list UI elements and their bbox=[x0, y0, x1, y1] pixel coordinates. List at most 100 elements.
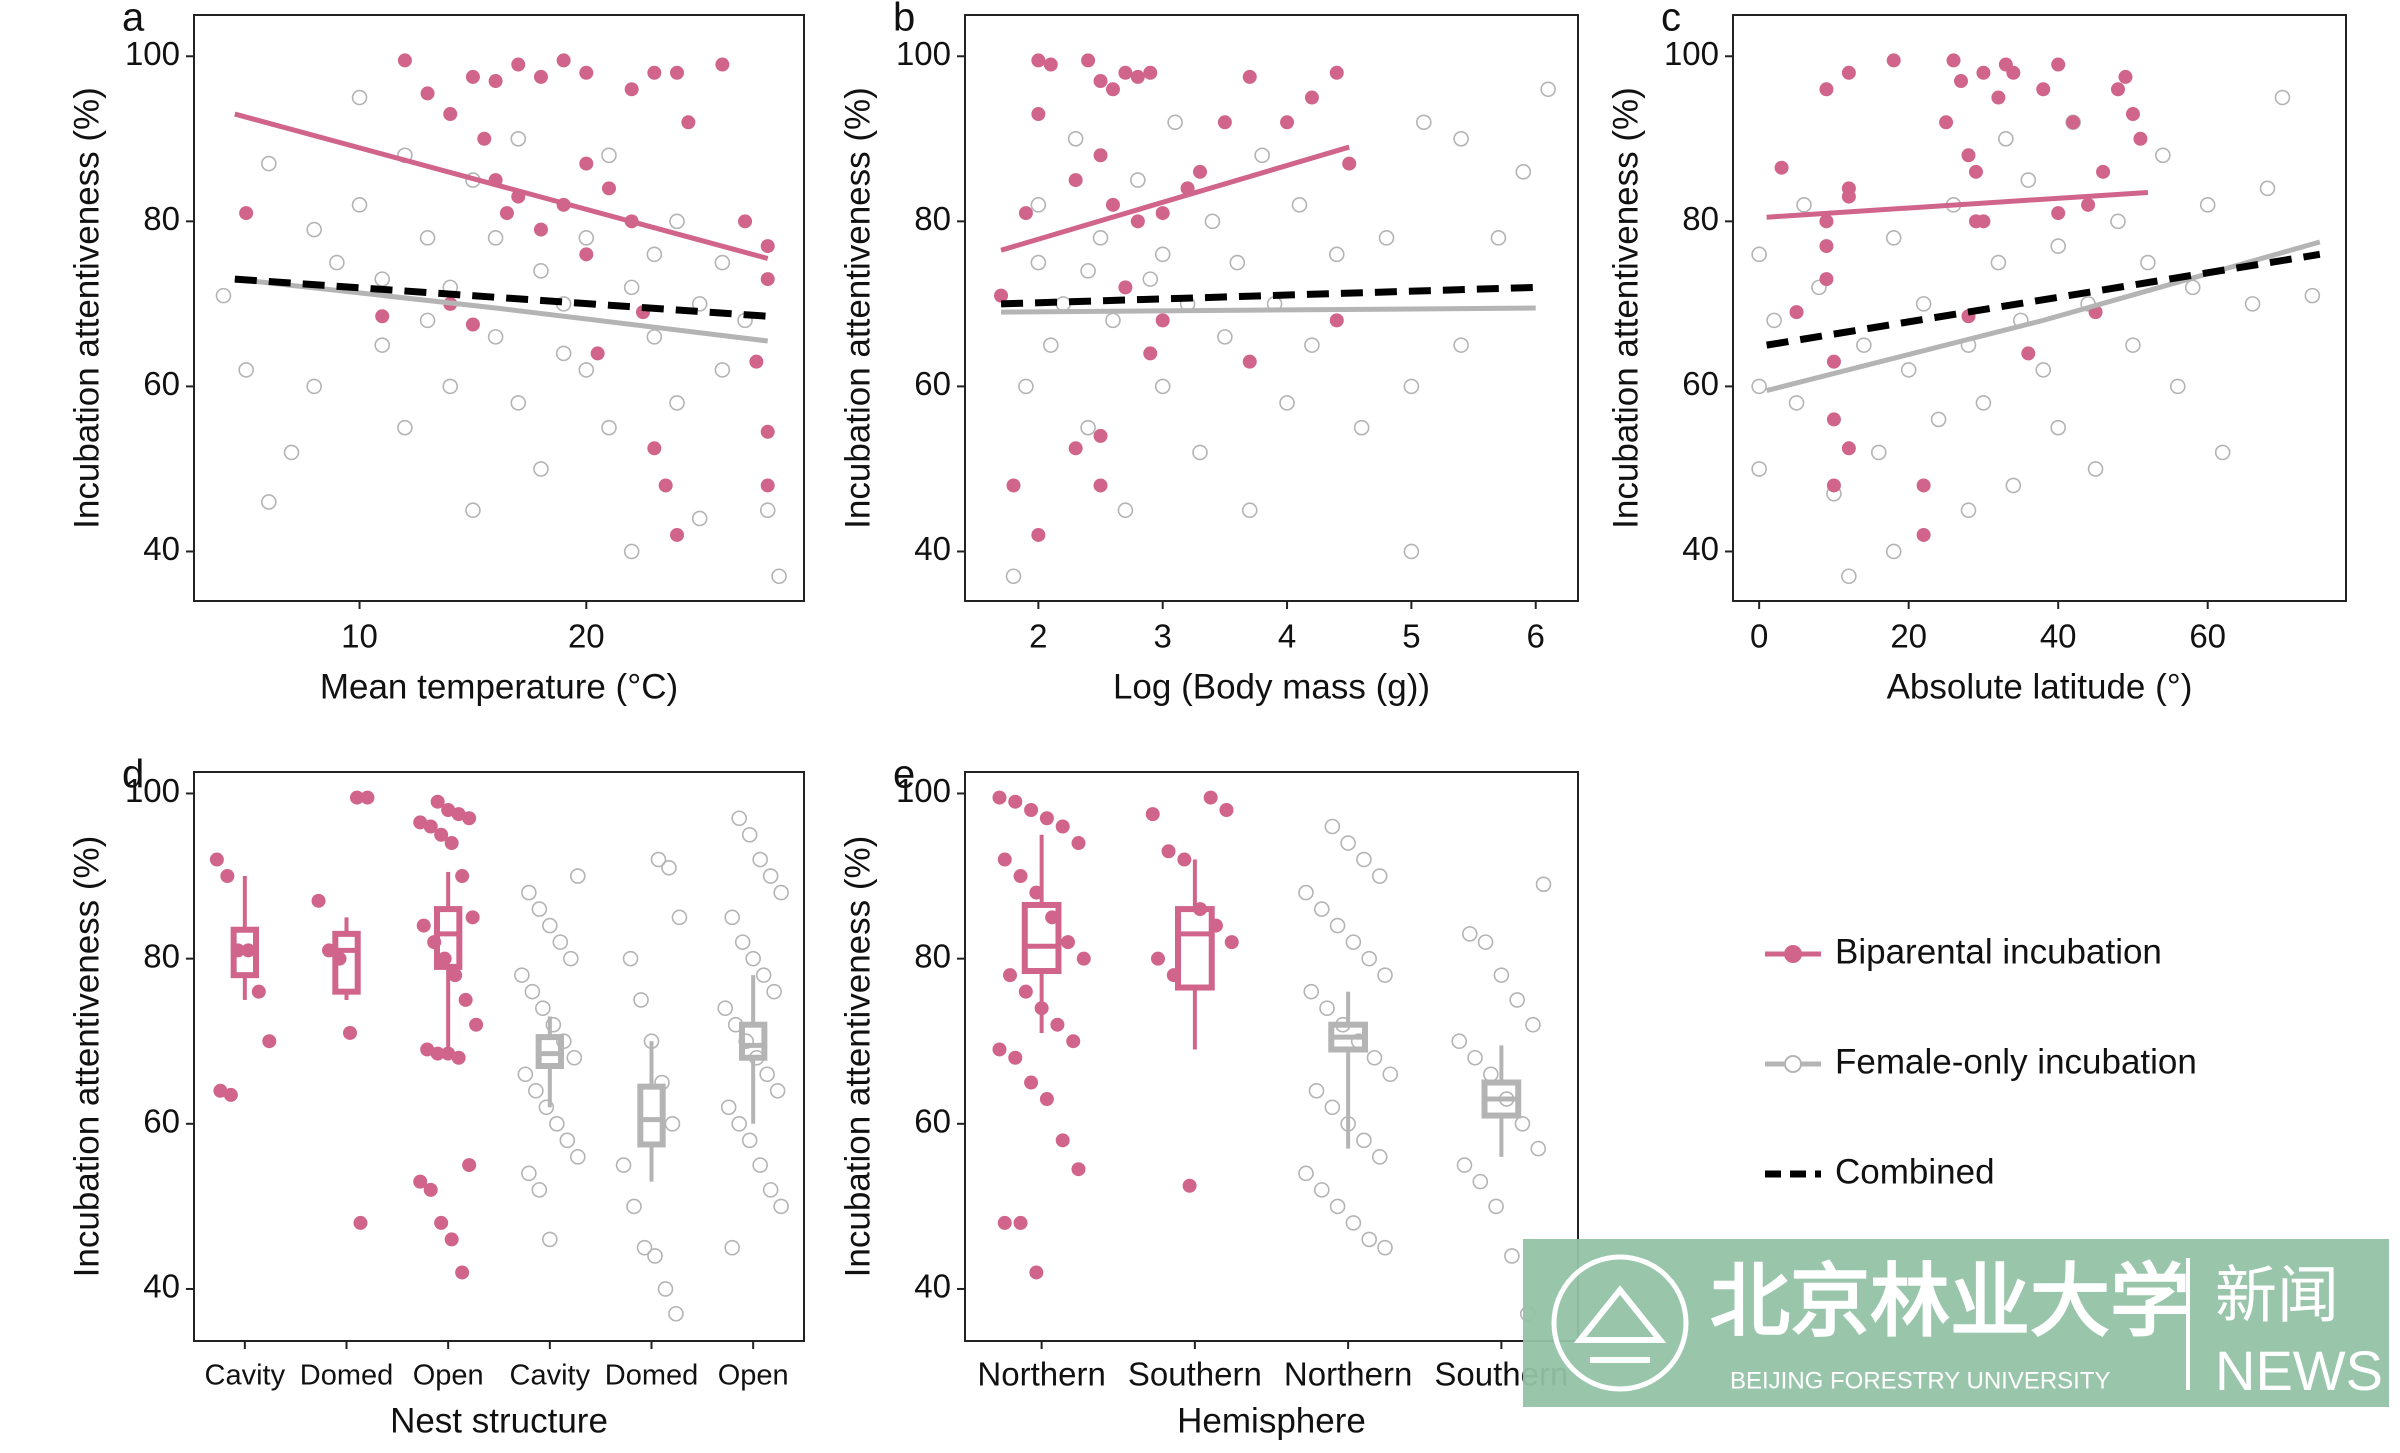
female-point bbox=[1154, 378, 1171, 395]
female-point bbox=[724, 1239, 740, 1256]
female-point bbox=[1308, 1082, 1325, 1099]
combined-fit-line bbox=[1766, 250, 2321, 349]
female-point bbox=[601, 419, 617, 436]
biparental-point bbox=[416, 918, 431, 933]
female-point bbox=[578, 362, 595, 378]
biparental-point bbox=[2133, 131, 2148, 146]
box bbox=[1175, 906, 1215, 991]
biparental-point bbox=[413, 1174, 428, 1189]
female-point bbox=[1453, 337, 1469, 353]
biparental-point bbox=[1826, 412, 1841, 427]
y-tick-label: 100 bbox=[896, 35, 951, 72]
biparental-point bbox=[1093, 74, 1108, 89]
biparental-point bbox=[647, 441, 662, 456]
biparental-point bbox=[213, 1083, 228, 1098]
female-point bbox=[535, 1000, 551, 1016]
biparental-point bbox=[2118, 69, 2133, 84]
biparental-point bbox=[1029, 1265, 1044, 1280]
female-point bbox=[1504, 1248, 1520, 1264]
female-point bbox=[555, 345, 572, 362]
biparental-point bbox=[462, 811, 477, 826]
female-point bbox=[524, 983, 541, 1000]
combined-fit-line bbox=[1000, 283, 1536, 308]
female-point bbox=[1105, 312, 1121, 329]
female-point bbox=[1313, 901, 1330, 917]
biparental-point bbox=[579, 156, 594, 171]
female-point bbox=[1456, 1157, 1473, 1173]
female-point bbox=[1488, 1198, 1504, 1215]
female-point bbox=[1055, 296, 1072, 312]
female-point bbox=[1530, 1140, 1547, 1157]
female-point bbox=[741, 826, 758, 843]
female-point bbox=[419, 312, 436, 329]
fit-line bbox=[1766, 189, 2149, 220]
biparental-point bbox=[420, 1042, 435, 1057]
female-point bbox=[657, 1281, 674, 1297]
x-tick-label: 20 bbox=[1890, 618, 1927, 655]
biparental-point bbox=[601, 181, 616, 196]
y-axis-label: Incubation attentiveness (%) bbox=[1606, 87, 1645, 529]
female-point bbox=[766, 983, 782, 1000]
female-point bbox=[1885, 543, 1902, 560]
female-point bbox=[773, 884, 789, 901]
biparental-point bbox=[1105, 82, 1120, 97]
biparental-point bbox=[1976, 214, 1991, 229]
female-point bbox=[622, 950, 639, 967]
female-point bbox=[1490, 230, 1507, 246]
female-point bbox=[1204, 213, 1221, 230]
female-point bbox=[745, 950, 761, 967]
x-axis-label: Nest structure bbox=[390, 1401, 608, 1440]
biparental-point bbox=[1031, 107, 1046, 122]
female-point bbox=[1328, 246, 1345, 263]
female-point bbox=[1451, 1033, 1468, 1050]
biparental-point bbox=[448, 968, 463, 983]
plot-frame bbox=[964, 14, 1579, 602]
biparental-point bbox=[992, 1042, 1007, 1057]
female-point bbox=[1900, 362, 1917, 378]
biparental-point bbox=[533, 69, 548, 84]
female-point bbox=[1167, 114, 1183, 131]
biparental-point bbox=[220, 869, 235, 884]
female-point bbox=[2169, 378, 2186, 395]
female-point bbox=[1345, 934, 1362, 950]
biparental-point bbox=[397, 53, 412, 68]
y-axis-label: Incubation attentiveness (%) bbox=[838, 836, 877, 1278]
biparental-point bbox=[670, 527, 685, 542]
biparental-point bbox=[1024, 1075, 1039, 1090]
female-point bbox=[552, 934, 569, 950]
female-point bbox=[1361, 950, 1377, 967]
female-point bbox=[762, 1182, 779, 1198]
female-point bbox=[510, 131, 527, 147]
female-point bbox=[1371, 868, 1388, 884]
female-point bbox=[283, 444, 300, 461]
female-point bbox=[306, 221, 322, 238]
female-point bbox=[533, 263, 549, 279]
y-tick-label: 60 bbox=[914, 1103, 951, 1140]
female-point bbox=[615, 1157, 632, 1173]
female-point bbox=[1324, 818, 1341, 835]
x-axis-label: Absolute latitude (°) bbox=[1887, 667, 2193, 706]
watermark-news-cn: 新闻 bbox=[2215, 1261, 2339, 1330]
female-point bbox=[2005, 477, 2022, 494]
biparental-point bbox=[1819, 82, 1834, 97]
biparental-point bbox=[658, 478, 673, 493]
box bbox=[738, 1021, 768, 1061]
biparental-point bbox=[1055, 819, 1070, 834]
x-tick-label: Cavity bbox=[510, 1360, 591, 1392]
plot-frame bbox=[1732, 14, 2347, 602]
biparental-point bbox=[1329, 313, 1344, 328]
female-point bbox=[1142, 271, 1159, 287]
x-tick-label: Northern bbox=[1284, 1356, 1412, 1393]
biparental-point bbox=[1118, 65, 1133, 80]
female-point bbox=[1229, 254, 1246, 271]
female-point bbox=[759, 1066, 775, 1083]
female-point bbox=[1378, 230, 1395, 246]
female-point bbox=[1461, 926, 1478, 942]
female-point bbox=[542, 917, 558, 934]
biparental-point bbox=[511, 57, 526, 72]
biparental-point bbox=[760, 239, 775, 254]
female-point bbox=[601, 147, 617, 164]
female-point bbox=[1540, 81, 1556, 98]
female-point bbox=[1030, 254, 1047, 271]
